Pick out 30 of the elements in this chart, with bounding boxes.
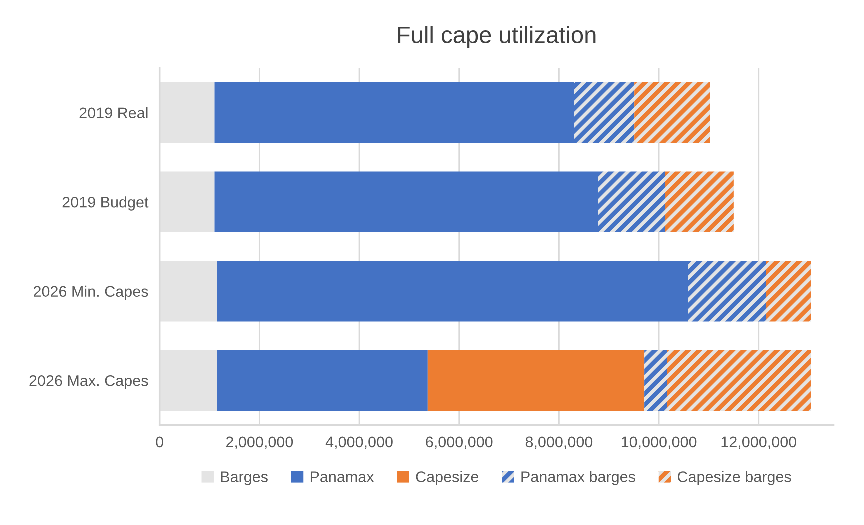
bar: [574, 82, 635, 144]
bar: [634, 82, 710, 144]
x-tick-label: 0: [156, 436, 164, 448]
bar: [217, 261, 688, 322]
bar: [598, 172, 666, 232]
y-tick-label: 2019 Budget: [62, 196, 149, 211]
legend-label: Capesize: [416, 471, 479, 486]
x-tick-label: 2,000,000: [226, 436, 294, 450]
bar: [688, 261, 766, 322]
x-tick-label: 10,000,000: [622, 436, 697, 450]
chart-title: Full cape utilization: [398, 26, 596, 48]
bar: [428, 350, 645, 411]
bar: [766, 261, 812, 322]
y-tick-label: 2019 Real: [80, 107, 148, 119]
x-tick-label: 8,000,000: [526, 436, 593, 450]
legend-label: Barges: [221, 472, 268, 486]
bar: [214, 82, 574, 144]
legend-label: Panamax: [310, 472, 374, 482]
bar: [644, 350, 668, 411]
bar: [665, 172, 734, 232]
x-tick-label: 12,000,000: [722, 436, 797, 450]
x-tick-label: 6,000,000: [426, 436, 493, 450]
legend-label: Capesize barges: [678, 471, 792, 486]
x-tick-label: 4,000,000: [326, 436, 393, 450]
legend-label: Panamax barges: [522, 471, 636, 486]
y-tick-label: 2026 Max. Capes: [30, 375, 148, 390]
bar: [217, 350, 428, 411]
y-tick-label: 2026 Min. Capes: [34, 286, 148, 300]
bar: [214, 172, 598, 232]
bar: [667, 350, 812, 411]
